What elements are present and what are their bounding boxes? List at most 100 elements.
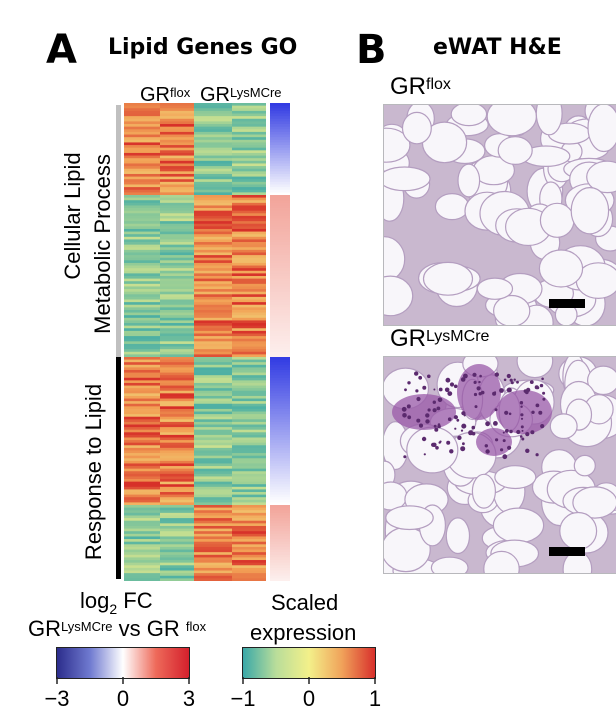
heatmap-cell	[232, 546, 266, 550]
fc-cell	[270, 152, 290, 156]
heatmap-cell	[194, 265, 232, 269]
heatmap-cell	[194, 160, 232, 164]
nucleus	[437, 424, 441, 429]
fc-cell	[270, 291, 290, 295]
fc-cell	[270, 349, 290, 353]
immune-infiltrate	[392, 394, 456, 430]
heatmap-cell	[194, 328, 232, 332]
heatmap-cell	[160, 573, 194, 577]
heatmap-cell	[160, 291, 194, 295]
heatmap-cell	[194, 197, 232, 201]
image-label-lys-sup: LysMCre	[426, 328, 490, 345]
fc-cell	[270, 536, 290, 540]
heatmap-cell	[124, 476, 160, 480]
nucleus	[509, 378, 513, 382]
heatmap-cell	[194, 492, 232, 496]
heatmap-cell	[232, 578, 266, 581]
heatmap-cell	[124, 139, 160, 143]
heatmap-cell	[160, 525, 194, 529]
adipocyte	[450, 105, 488, 127]
heatmap-cell	[232, 372, 266, 376]
heatmap-cell	[124, 171, 160, 175]
heatmap-cell	[124, 357, 160, 360]
heatmap-cell	[124, 445, 160, 449]
heatmap-cell	[194, 401, 232, 405]
fc-cell	[270, 296, 290, 300]
heatmap-cell	[232, 231, 266, 235]
heatmap-cell	[232, 276, 266, 280]
heatmap-cell	[124, 554, 160, 558]
heatmap-cell	[124, 330, 160, 334]
fc-cell	[270, 215, 290, 219]
heatmap-cell	[194, 354, 232, 358]
fc-cell	[270, 304, 290, 308]
nucleus	[446, 440, 451, 445]
heatmap-cell	[160, 302, 194, 306]
heatmap-cell	[194, 411, 232, 415]
heatmap-cell	[124, 192, 160, 196]
fc-cell	[270, 406, 290, 410]
nucleus	[513, 378, 516, 381]
heatmap-cell	[124, 147, 160, 151]
heatmap-cell	[194, 242, 232, 246]
nucleus	[502, 439, 506, 443]
heatmap-cell	[124, 187, 160, 191]
heatmap-cell	[232, 330, 266, 334]
heatmap-cell	[232, 242, 266, 246]
heatmap-cell	[160, 189, 194, 193]
heatmap-cell	[124, 103, 160, 107]
heatmap-cell	[124, 223, 160, 227]
nucleus	[461, 423, 467, 429]
heatmap-cell	[194, 437, 232, 441]
heatmap-cell	[232, 388, 266, 392]
adipocyte	[497, 136, 533, 165]
fc-cell	[270, 208, 290, 212]
heatmap-cell	[232, 460, 266, 464]
fc-cell	[270, 567, 290, 571]
heatmap-cell	[194, 393, 232, 397]
nucleus	[538, 410, 543, 415]
heatmap-cell	[124, 520, 160, 524]
heatmap-cell	[232, 270, 266, 274]
heatmap-cell	[124, 369, 160, 373]
nucleus	[520, 417, 524, 420]
heatmap-cell	[232, 302, 266, 306]
heatmap-cell	[232, 155, 266, 159]
heatmap-cell	[194, 145, 232, 149]
heatmap-cell	[124, 158, 160, 162]
heatmap-cell	[232, 403, 266, 407]
heatmap-cell	[160, 432, 194, 436]
heatmap-cell	[124, 525, 160, 529]
adipocyte	[483, 550, 520, 573]
heatmap-cell	[194, 455, 232, 459]
heatmap-cell	[194, 108, 232, 112]
heatmap-cell	[194, 460, 232, 464]
heatmap-cell	[194, 507, 232, 511]
heatmap-cell	[232, 380, 266, 384]
heatmap-cell	[194, 434, 232, 438]
fc-cell	[270, 226, 290, 230]
heatmap-cell	[232, 549, 266, 553]
heatmap-cell	[232, 458, 266, 462]
fc-cell	[270, 512, 290, 516]
heatmap-cell	[160, 463, 194, 467]
nucleus	[445, 377, 451, 383]
heatmap-cell	[124, 440, 160, 444]
heatmap-cell	[194, 333, 232, 337]
heatmap-cell	[194, 573, 232, 577]
heatmap-cell	[160, 565, 194, 569]
heatmap-cell	[160, 265, 194, 269]
fc-cell	[270, 432, 290, 436]
heatmap-cell	[124, 105, 160, 109]
adipocyte	[535, 105, 563, 136]
heatmap-cell	[194, 262, 232, 266]
heatmap-cell	[194, 343, 232, 347]
heatmap-cell	[194, 447, 232, 451]
heatmap-cell	[160, 471, 194, 475]
heatmap-cell	[194, 184, 232, 188]
fc-cell	[270, 309, 290, 313]
heatmap-cell	[232, 187, 266, 191]
heatmap-cell	[194, 247, 232, 251]
fc-cell	[270, 124, 290, 128]
heatmap-cell	[232, 406, 266, 410]
